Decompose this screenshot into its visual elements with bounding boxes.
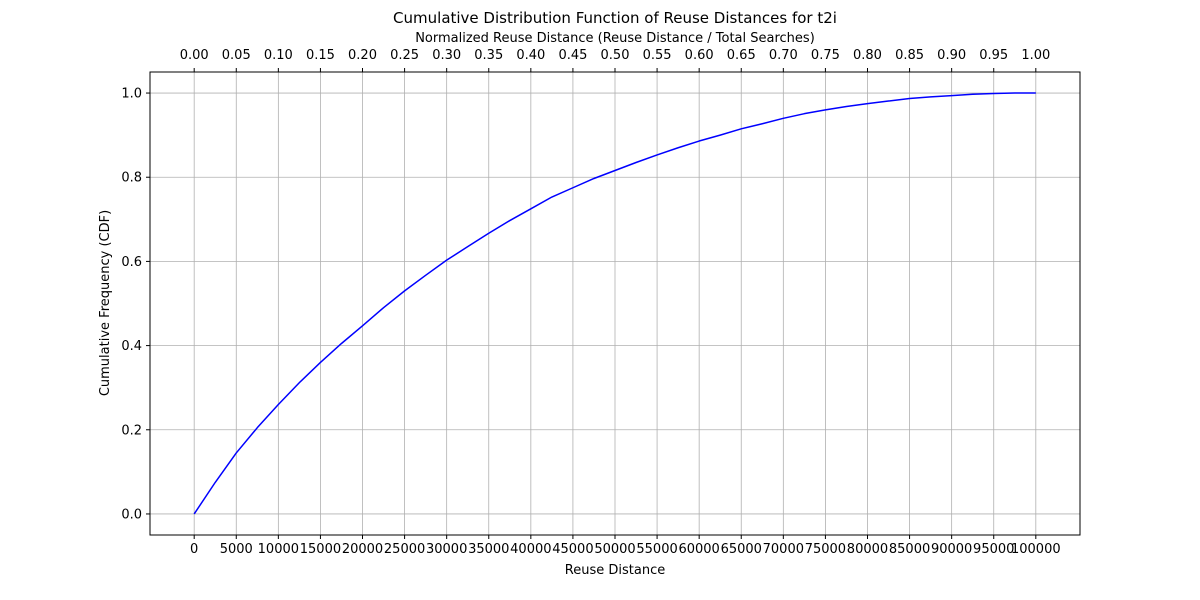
x-axis-label: Reuse Distance	[565, 563, 665, 578]
top-x-tick-label: 0.65	[727, 48, 756, 63]
x-tick-label: 50000	[594, 542, 635, 557]
top-x-axis-label: Normalized Reuse Distance (Reuse Distanc…	[415, 31, 815, 46]
x-tick-label: 80000	[847, 542, 888, 557]
tick-labels: 0 5000 10000 15000 20000 25000 30000 35000 40000…	[121, 48, 1060, 557]
x-tick-label: 15000	[300, 542, 341, 557]
x-tick-label: 90000	[931, 542, 972, 557]
top-x-tick-label: 0.15	[306, 48, 335, 63]
top-x-tick-label: 0.95	[979, 48, 1008, 63]
top-x-tick-label: 0.60	[685, 48, 714, 63]
top-x-tick-label: 0.50	[601, 48, 630, 63]
top-x-tick-label: 0.90	[937, 48, 966, 63]
x-tick-label: 0	[190, 542, 198, 557]
top-x-tick-label: 0.80	[853, 48, 882, 63]
gridlines	[150, 72, 1080, 535]
top-x-tick-label: 1.00	[1021, 48, 1050, 63]
top-x-tick-label: 0.35	[474, 48, 503, 63]
series-layer	[193, 92, 1036, 515]
x-tick-label: 45000	[552, 542, 593, 557]
top-x-tick-label: 0.45	[558, 48, 587, 63]
top-x-tick-label: 0.40	[516, 48, 545, 63]
cdf-series-line	[193, 92, 1036, 515]
x-tick-label: 55000	[636, 542, 677, 557]
x-tick-label: 20000	[342, 542, 383, 557]
tick-marks	[146, 68, 1037, 539]
x-tick-label: 65000	[721, 542, 762, 557]
top-x-tick-label: 0.55	[643, 48, 672, 63]
x-tick-label: 40000	[510, 542, 551, 557]
top-x-tick-label: 0.85	[895, 48, 924, 63]
top-x-tick-label: 0.75	[811, 48, 840, 63]
x-tick-label: 30000	[426, 542, 467, 557]
y-tick-label: 0.8	[121, 171, 142, 186]
top-x-tick-label: 0.70	[769, 48, 798, 63]
top-x-tick-label: 0.05	[222, 48, 251, 63]
x-tick-label: 5000	[220, 542, 253, 557]
top-x-tick-label: 0.30	[432, 48, 461, 63]
top-x-tick-label: 0.00	[180, 48, 209, 63]
x-tick-label: 75000	[805, 542, 846, 557]
y-tick-label: 0.6	[121, 255, 142, 270]
chart-title: Cumulative Distribution Function of Reus…	[393, 9, 837, 27]
y-tick-label: 0.2	[121, 423, 142, 438]
x-tick-label: 10000	[258, 542, 299, 557]
x-tick-label: 25000	[384, 542, 425, 557]
y-tick-label: 0.0	[121, 507, 142, 522]
x-tick-label: 95000	[973, 542, 1014, 557]
y-tick-label: 1.0	[121, 87, 142, 102]
top-x-tick-label: 0.20	[348, 48, 377, 63]
x-tick-label: 60000	[678, 542, 719, 557]
top-x-tick-label: 0.25	[390, 48, 419, 63]
x-tick-label: 35000	[468, 542, 509, 557]
y-axis-label: Cumulative Frequency (CDF)	[98, 210, 113, 396]
top-x-tick-label: 0.10	[264, 48, 293, 63]
x-tick-label: 70000	[763, 542, 804, 557]
y-tick-label: 0.4	[121, 339, 142, 354]
x-tick-label: 100000	[1011, 542, 1061, 557]
x-tick-label: 85000	[889, 542, 930, 557]
